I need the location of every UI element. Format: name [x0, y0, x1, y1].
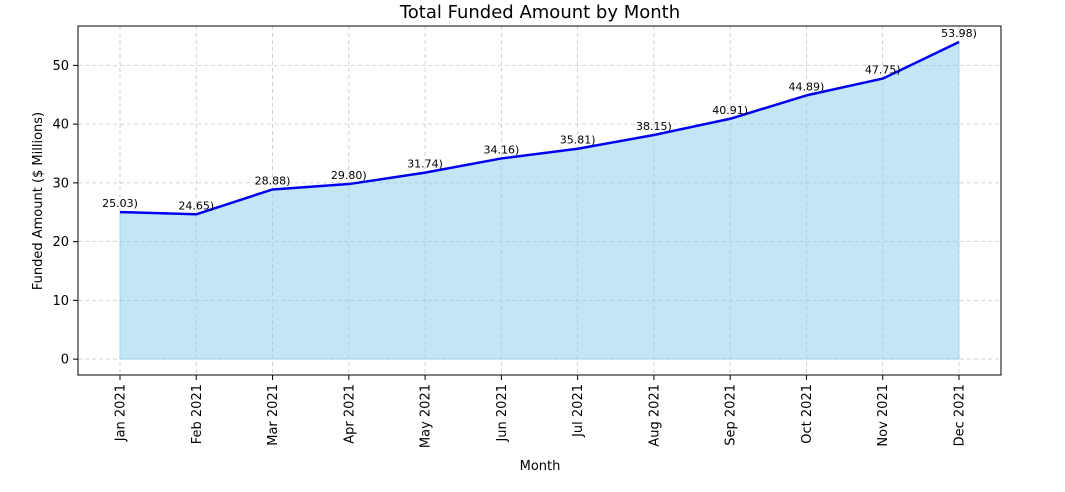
x-tick-label: Oct 2021	[800, 384, 815, 444]
y-tick-label: 10	[52, 294, 69, 309]
data-label: 38.15)	[636, 120, 672, 133]
data-label: 28.88)	[255, 174, 291, 187]
x-tick-label: Mar 2021	[266, 384, 281, 446]
x-tick-label: Aug 2021	[647, 384, 662, 447]
x-axis: Jan 2021 Feb 2021 Mar 2021 Apr 2021 May 2021…	[114, 375, 968, 448]
y-tick-label: 50	[52, 59, 69, 74]
data-label: 47.75)	[865, 64, 901, 77]
data-label: 31.74)	[407, 158, 443, 171]
data-label: 34.16)	[483, 143, 519, 156]
x-tick-label: Jul 2021	[571, 384, 586, 438]
data-label: 25.03)	[102, 197, 138, 210]
data-label: 24.65)	[178, 199, 214, 212]
y-axis: 0 10 20 30 40 50	[52, 59, 78, 368]
x-tick-label: Dec 2021	[953, 384, 968, 446]
x-tick-label: Jun 2021	[495, 384, 510, 443]
data-label: 29.80)	[331, 169, 367, 182]
x-tick-label: May 2021	[419, 384, 434, 448]
data-label: 44.89)	[789, 80, 825, 93]
y-axis-label: Funded Amount ($ Millions)	[31, 112, 46, 290]
y-tick-label: 0	[61, 353, 69, 368]
chart-title: Total Funded Amount by Month	[399, 2, 680, 23]
data-label: 35.81)	[560, 134, 596, 147]
y-tick-label: 20	[52, 235, 69, 250]
x-tick-label: Apr 2021	[342, 384, 357, 444]
x-axis-label: Month	[520, 459, 561, 474]
x-tick-label: Nov 2021	[876, 384, 891, 447]
x-tick-label: Feb 2021	[190, 384, 205, 444]
data-label: 53.98)	[941, 27, 977, 40]
x-tick-label: Sep 2021	[724, 384, 739, 446]
data-label: 40.91)	[712, 104, 748, 117]
x-tick-label: Jan 2021	[114, 384, 129, 442]
y-tick-label: 40	[52, 118, 69, 133]
y-tick-label: 30	[52, 176, 69, 191]
